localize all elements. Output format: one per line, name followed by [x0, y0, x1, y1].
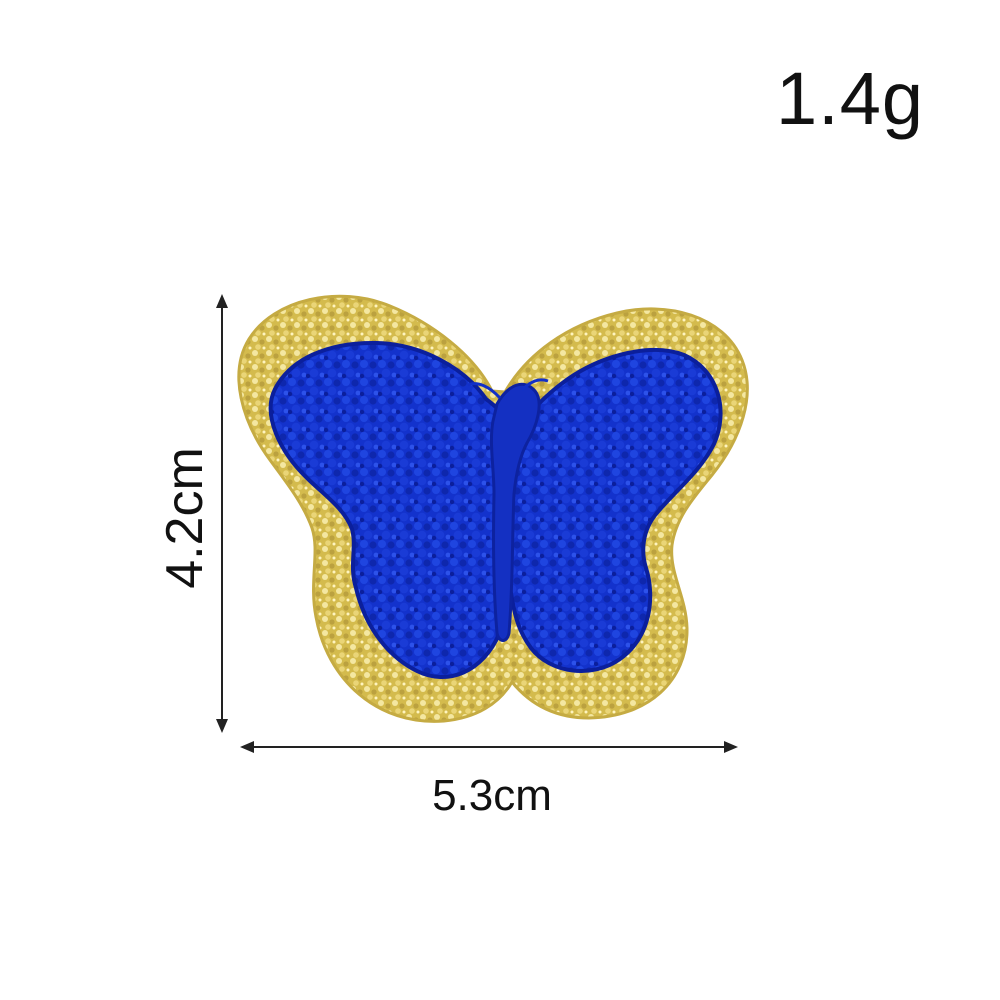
product-weight: 1.4g [776, 57, 925, 140]
horizontal-dimension-arrow-icon [240, 741, 738, 753]
butterfly-body [489, 382, 541, 642]
butterfly-patch-icon [237, 294, 749, 723]
product-width: 5.3cm [432, 771, 552, 820]
vertical-dimension-arrow-icon [216, 294, 228, 733]
product-height: 4.2cm [156, 447, 214, 589]
